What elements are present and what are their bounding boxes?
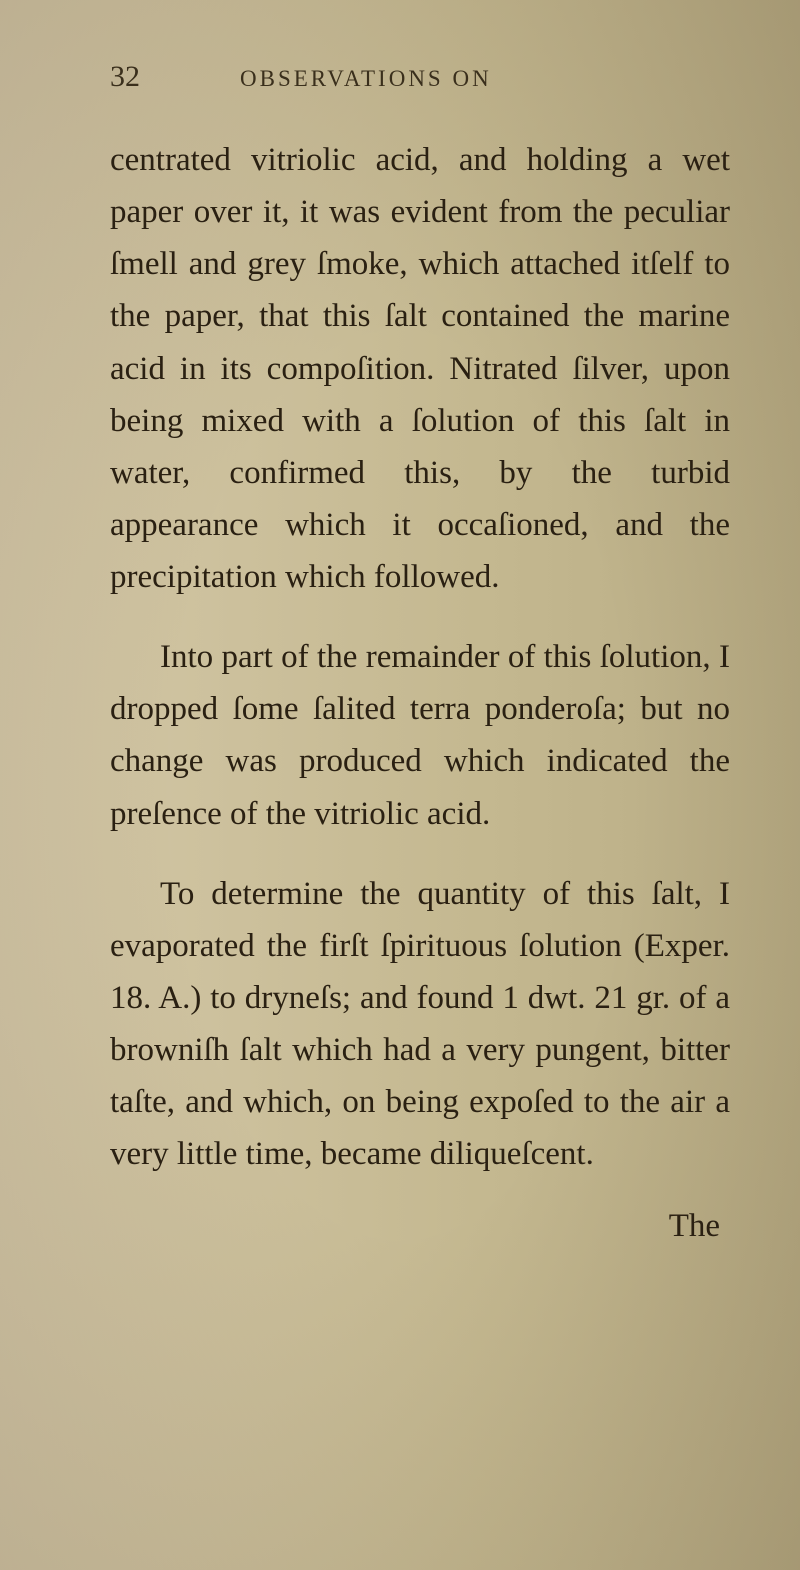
paragraph-2: Into part of the remainder of this ſolu­… (110, 631, 730, 840)
catchword: The (110, 1208, 730, 1245)
page-header: 32 OBSERVATIONS ON (110, 60, 730, 94)
page-container: 32 OBSERVATIONS ON centrated vitriolic a… (0, 0, 800, 1305)
paragraph-3: To determine the quantity of this ſalt, … (110, 868, 730, 1181)
running-head: OBSERVATIONS ON (240, 66, 492, 92)
page-number: 32 (110, 60, 140, 94)
paragraph-1: centrated vitriolic acid, and holding a … (110, 134, 730, 603)
body-text: centrated vitriolic acid, and holding a … (110, 134, 730, 1180)
